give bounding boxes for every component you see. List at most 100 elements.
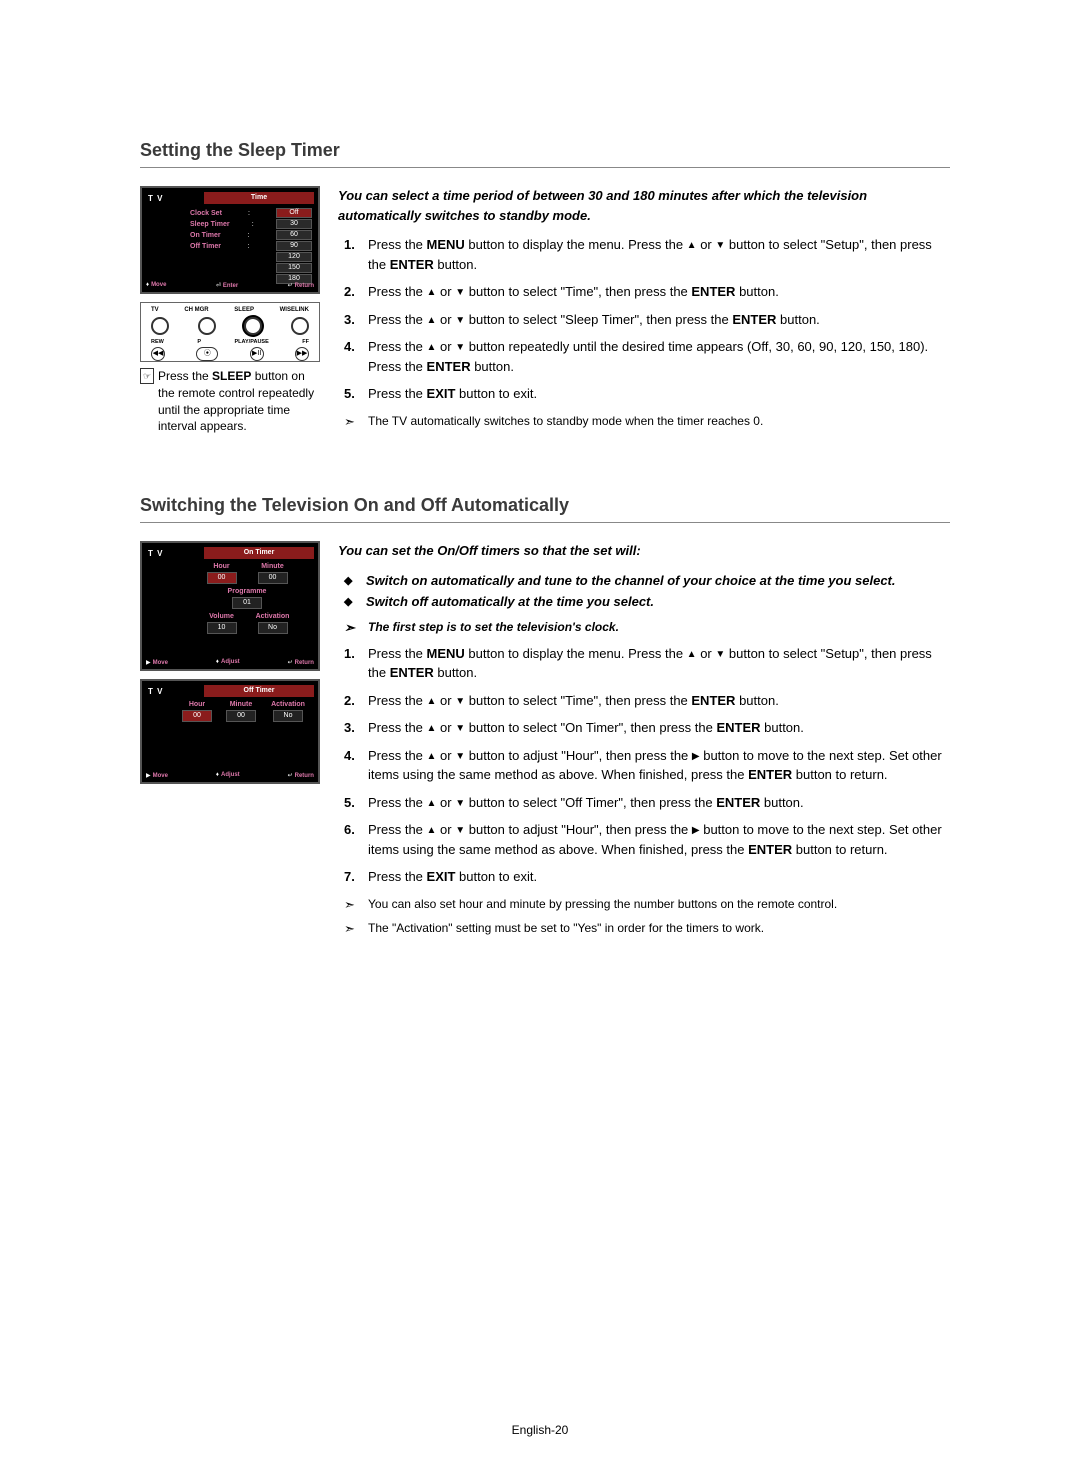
bullet: Switch off automatically at the time you… bbox=[366, 592, 950, 612]
tv-screen-on-timer: T V On Timer Hour 00 Minute 00 Programme 0… bbox=[140, 541, 320, 671]
step: Press the MENU button to display the men… bbox=[338, 235, 950, 274]
footer-move: Move bbox=[151, 282, 166, 288]
step: Press the ▲ or ▼ button to select "On Ti… bbox=[338, 718, 950, 738]
remote-btn-enter: ⦿ bbox=[196, 347, 218, 361]
tv-footer: ▶Move ♦Adjust ↵Return bbox=[146, 659, 314, 666]
tv-row-label: Sleep Timer bbox=[190, 221, 230, 228]
remote-label: SLEEP bbox=[234, 307, 254, 313]
page-footer: English-20 bbox=[0, 1423, 1080, 1437]
section1-title: Setting the Sleep Timer bbox=[140, 140, 950, 168]
value: 10 bbox=[207, 622, 237, 634]
tv-row-label: On Timer bbox=[190, 232, 221, 239]
tv-stack-item: 150 bbox=[276, 263, 312, 273]
label: Hour bbox=[178, 701, 216, 708]
remote-btn-ff: ▶▶ bbox=[295, 347, 309, 361]
remote-label: CH MGR bbox=[184, 307, 208, 313]
remote-diagram: TV CH MGR SLEEP WISELINK REW P PLAY/PAUS… bbox=[140, 302, 320, 362]
tv-screen-time: T V Time Clock Set:Off Sleep Timer:30 On… bbox=[140, 186, 320, 294]
section1-right: You can select a time period of between … bbox=[338, 186, 950, 435]
step: Press the ▲ or ▼ button to adjust "Hour"… bbox=[338, 746, 950, 785]
tv-screen-off-timer: T V Off Timer Hour 00 Minute 00 Activation… bbox=[140, 679, 320, 784]
step: Press the ▲ or ▼ button to select "Time"… bbox=[338, 282, 950, 302]
section2-intro: You can set the On/Off timers so that th… bbox=[338, 541, 950, 561]
tv-label: T V bbox=[148, 549, 163, 558]
tv-on-body: Hour 00 Minute 00 Programme 01 Volume 10 Ac… bbox=[182, 563, 312, 638]
tv-stack-item: 120 bbox=[276, 252, 312, 262]
label: Activation bbox=[250, 613, 295, 620]
step: Press the MENU button to display the men… bbox=[338, 644, 950, 683]
remote-btn-chmgr bbox=[198, 317, 216, 335]
section1: T V Time Clock Set:Off Sleep Timer:30 On… bbox=[140, 186, 950, 435]
tv-body: Clock Set:Off Sleep Timer:30 On Timer:60… bbox=[190, 208, 312, 285]
value: 00 bbox=[207, 572, 237, 584]
step: Press the ▲ or ▼ button to select "Time"… bbox=[338, 691, 950, 711]
remote-btn-wiselink bbox=[291, 317, 309, 335]
footer-adjust: Adjust bbox=[221, 772, 240, 778]
tv-footer: ♦Move ⏎Enter ↵Return bbox=[146, 282, 314, 289]
tv-off-body: Hour 00 Minute 00 Activation No bbox=[176, 701, 312, 726]
tv-stack: 120 150 180 bbox=[276, 252, 312, 284]
tv-row-value: Off bbox=[276, 208, 312, 218]
step: Press the EXIT button to exit. bbox=[338, 384, 950, 404]
value: No bbox=[273, 710, 303, 722]
footer-return: Return bbox=[295, 660, 314, 666]
label: Activation bbox=[266, 701, 310, 708]
footer-enter: Enter bbox=[223, 283, 238, 289]
tv-label: T V bbox=[148, 194, 163, 203]
value: 00 bbox=[226, 710, 256, 722]
section2-note2: The "Activation" setting must be set to … bbox=[368, 919, 950, 937]
remote-label: REW bbox=[151, 339, 164, 345]
value: No bbox=[258, 622, 288, 634]
clock-note: The first step is to set the television'… bbox=[368, 618, 950, 636]
remote-btn-tv bbox=[151, 317, 169, 335]
tv-footer: ▶Move ♦Adjust ↵Return bbox=[146, 772, 314, 779]
tv-row-label: Off Timer bbox=[190, 243, 221, 250]
tip-text: ☞ Press the SLEEP button on the remote c… bbox=[158, 368, 320, 435]
remote-label: PLAY/PAUSE bbox=[235, 339, 269, 345]
footer-move: Move bbox=[153, 660, 168, 666]
section2-note1: You can also set hour and minute by pres… bbox=[368, 895, 950, 913]
value: 00 bbox=[182, 710, 212, 722]
footer-move: Move bbox=[153, 773, 168, 779]
remote-label: TV bbox=[151, 307, 159, 313]
footer-return: Return bbox=[295, 773, 314, 779]
bullet: Switch on automatically and tune to the … bbox=[366, 571, 950, 591]
section1-note: The TV automatically switches to standby… bbox=[368, 412, 950, 430]
section2-left: T V On Timer Hour 00 Minute 00 Programme 0… bbox=[140, 541, 320, 937]
section1-intro: You can select a time period of between … bbox=[338, 186, 950, 225]
tv-label: T V bbox=[148, 687, 163, 696]
label: Volume bbox=[199, 613, 244, 620]
step: Press the ▲ or ▼ button to adjust "Hour"… bbox=[338, 820, 950, 859]
label: Minute bbox=[250, 563, 295, 570]
label: Programme bbox=[182, 588, 312, 595]
label: Minute bbox=[222, 701, 260, 708]
section1-left: T V Time Clock Set:Off Sleep Timer:30 On… bbox=[140, 186, 320, 435]
tv-row-value: 90 bbox=[276, 241, 312, 251]
step: Press the EXIT button to exit. bbox=[338, 867, 950, 887]
step: Press the ▲ or ▼ button to select "Off T… bbox=[338, 793, 950, 813]
tv-header: Off Timer bbox=[204, 685, 314, 697]
tv-header: Time bbox=[204, 192, 314, 204]
hand-icon: ☞ bbox=[140, 368, 154, 384]
tv-row-value: 60 bbox=[276, 230, 312, 240]
section2: T V On Timer Hour 00 Minute 00 Programme 0… bbox=[140, 541, 950, 937]
step: Press the ▲ or ▼ button to select "Sleep… bbox=[338, 310, 950, 330]
section2-right: You can set the On/Off timers so that th… bbox=[338, 541, 950, 937]
section1-steps: Press the MENU button to display the men… bbox=[338, 235, 950, 404]
footer-adjust: Adjust bbox=[221, 659, 240, 665]
remote-btn-rew: ◀◀ bbox=[151, 347, 165, 361]
remote-label: P bbox=[197, 339, 201, 345]
section2-title: Switching the Television On and Off Auto… bbox=[140, 495, 950, 523]
footer-return: Return bbox=[295, 283, 314, 289]
value: 01 bbox=[232, 597, 262, 609]
step: Press the ▲ or ▼ button repeatedly until… bbox=[338, 337, 950, 376]
remote-label: FF bbox=[302, 339, 309, 345]
section2-steps: Press the MENU button to display the men… bbox=[338, 644, 950, 887]
tv-row-label: Clock Set bbox=[190, 210, 222, 217]
label: Hour bbox=[199, 563, 244, 570]
value: 00 bbox=[258, 572, 288, 584]
tv-header: On Timer bbox=[204, 547, 314, 559]
remote-btn-sleep bbox=[244, 317, 262, 335]
remote-btn-play: ▶II bbox=[250, 347, 264, 361]
tv-row-value: 30 bbox=[276, 219, 312, 229]
